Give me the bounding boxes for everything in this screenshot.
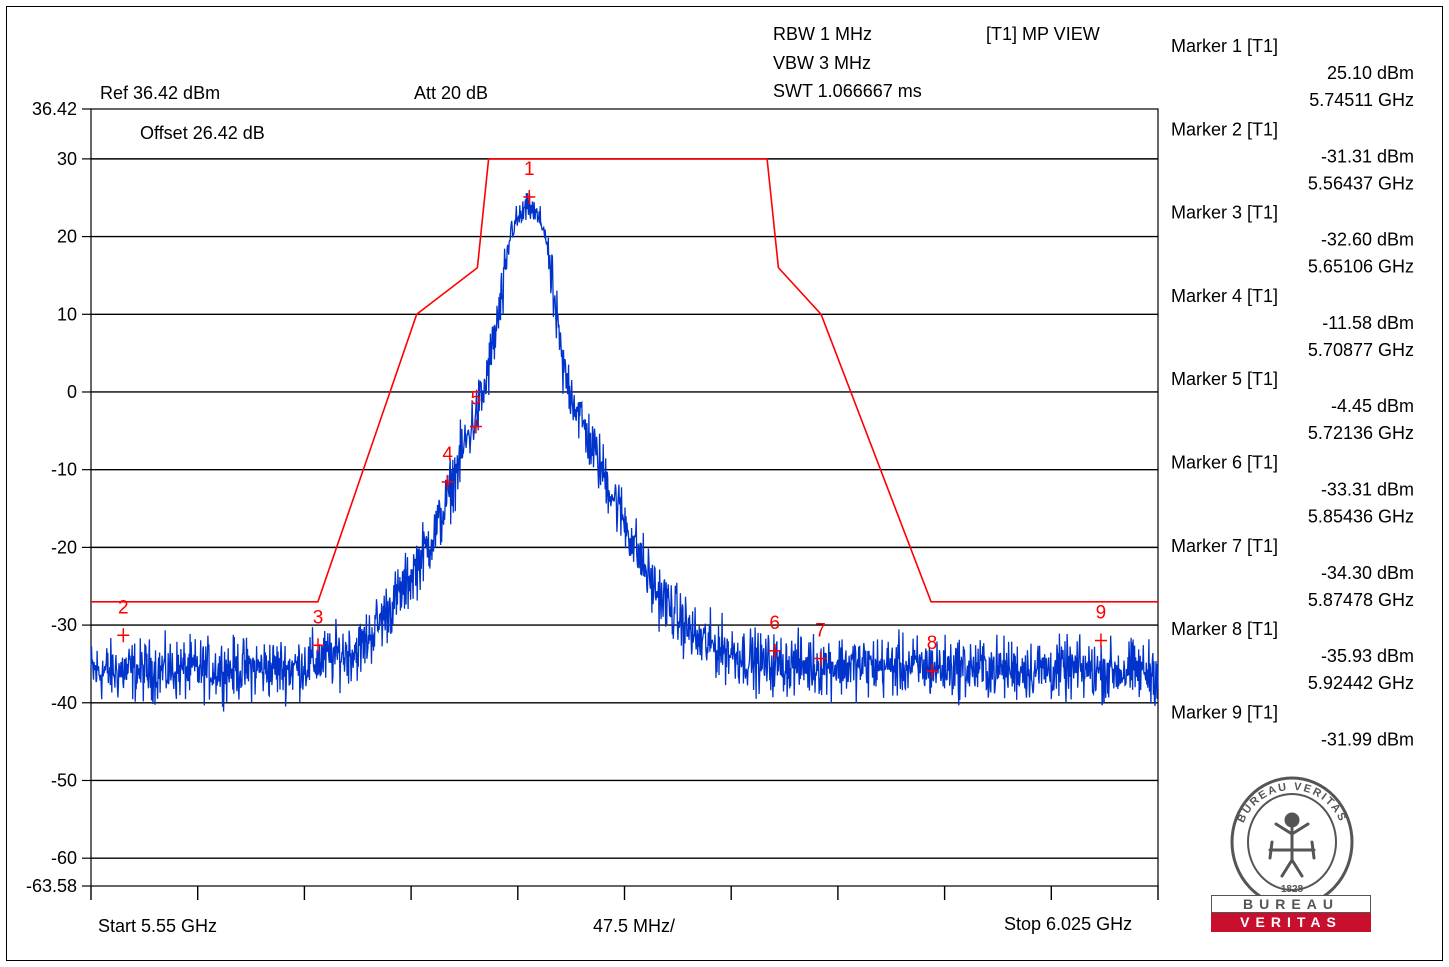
marker-level: -34.30 dBm	[1321, 563, 1414, 583]
marker-frequency: 5.56437 GHz	[1308, 173, 1414, 193]
sweep-time-label: SWT 1.066667 ms	[773, 81, 922, 101]
logo-word-top: BUREAU	[1211, 895, 1371, 913]
y-tick-label: -30	[51, 615, 77, 635]
y-tick-label: -40	[51, 693, 77, 713]
marker-header: Marker 6 [T1]	[1171, 453, 1278, 473]
marker-number: 8	[927, 633, 938, 654]
marker-frequency: 5.70877 GHz	[1308, 340, 1414, 360]
marker-header: Marker 7 [T1]	[1171, 536, 1278, 556]
logo-figure-icon	[1268, 812, 1316, 878]
marker-number: 6	[769, 613, 780, 634]
marker-frequency: 5.92442 GHz	[1308, 673, 1414, 693]
marker-level: -35.93 dBm	[1321, 646, 1414, 666]
spectrum-trace	[90, 193, 1159, 712]
marker-frequency: 5.85436 GHz	[1308, 507, 1414, 527]
marker-number: 4	[442, 444, 453, 465]
trace-mode-label: [T1] MP VIEW	[986, 24, 1100, 44]
marker-level: -31.31 dBm	[1321, 146, 1414, 166]
marker-level: -32.60 dBm	[1321, 230, 1414, 250]
limit-line	[91, 158, 1158, 603]
vbw-label: VBW 3 MHz	[773, 53, 871, 73]
y-tick-label: 36.42	[32, 99, 77, 119]
y-tick-label: 20	[57, 227, 77, 247]
marker-header: Marker 4 [T1]	[1171, 286, 1278, 306]
marker-level: 25.10 dBm	[1327, 63, 1414, 83]
x-start-label: Start 5.55 GHz	[98, 916, 217, 936]
offset-label: Offset 26.42 dB	[140, 123, 265, 143]
marker-set: 1 2 3 4 5 6 7 8 9	[117, 159, 1107, 679]
marker-level: -11.58 dBm	[1322, 313, 1414, 333]
marker-number: 2	[118, 597, 129, 618]
marker-number: 7	[815, 620, 826, 641]
attenuation-label: Att 20 dB	[414, 83, 488, 103]
marker-number: 5	[471, 389, 482, 410]
y-tick-label: -60	[51, 848, 77, 868]
rbw-label: RBW 1 MHz	[773, 24, 872, 44]
marker-header: Marker 2 [T1]	[1171, 119, 1278, 139]
y-tick-label: 30	[57, 149, 77, 169]
marker-number: 3	[313, 607, 324, 628]
x-stop-label: Stop 6.025 GHz	[1004, 914, 1132, 934]
logo-year: 1828	[1281, 884, 1304, 895]
marker-level: -4.45 dBm	[1331, 396, 1414, 416]
y-tick-label: -50	[51, 770, 77, 790]
ref-level-label: Ref 36.42 dBm	[100, 83, 220, 103]
logo-word-bottom: VERITAS	[1211, 913, 1371, 932]
marker-frequency: 5.65106 GHz	[1308, 257, 1414, 277]
marker-frequency: 5.72136 GHz	[1308, 423, 1414, 443]
plot-area	[90, 108, 1159, 887]
marker-header: Marker 1 [T1]	[1171, 36, 1278, 56]
marker-header: Marker 9 [T1]	[1171, 702, 1278, 722]
marker-table: Marker 1 [T1] 25.10 dBm 5.74511 GHz Marker …	[1171, 36, 1414, 749]
y-tick-label: 10	[57, 304, 77, 324]
x-division-label: 47.5 MHz/	[593, 916, 675, 936]
y-tick-label: -10	[51, 460, 77, 480]
y-axis-ticks: 36.42 30 20 10 0 -10 -20 -30 -40 -50 -60 -63.58	[26, 99, 91, 896]
marker-number: 9	[1096, 603, 1107, 624]
chart-frame	[6, 6, 1443, 961]
marker-level: -31.99 dBm	[1321, 729, 1414, 749]
marker-header: Marker 3 [T1]	[1171, 203, 1278, 223]
y-tick-label: -63.58	[26, 876, 77, 896]
marker-header: Marker 8 [T1]	[1171, 619, 1278, 639]
marker-header: Marker 5 [T1]	[1171, 369, 1278, 389]
marker-level: -33.31 dBm	[1321, 480, 1414, 500]
marker-number: 1	[524, 159, 535, 180]
y-tick-label: 0	[67, 382, 77, 402]
y-tick-label: -20	[51, 537, 77, 557]
marker-frequency: 5.87478 GHz	[1308, 590, 1414, 610]
marker-frequency: 5.74511 GHz	[1309, 90, 1414, 110]
bureau-veritas-logo: BUREAU VERITAS 1828	[1230, 776, 1354, 908]
x-axis-ticks	[90, 886, 1159, 900]
